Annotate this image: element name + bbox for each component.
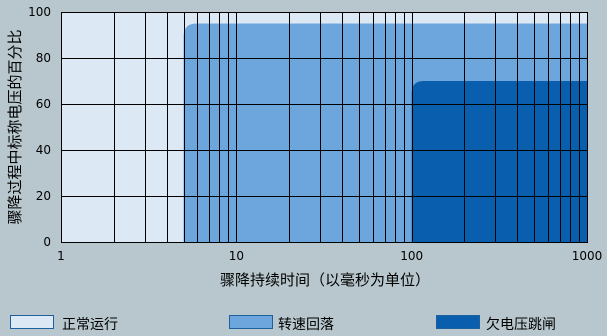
y-tick-label: 60 bbox=[36, 97, 51, 111]
x-tick-labels: 1 10 100 1000 bbox=[57, 249, 602, 263]
y-tick-label: 80 bbox=[36, 51, 51, 65]
y-tick-label: 0 bbox=[43, 235, 51, 249]
x-tick-label: 1 bbox=[57, 249, 65, 263]
x-tick-label: 100 bbox=[400, 249, 423, 263]
legend-swatch-speed-drop bbox=[229, 315, 273, 329]
legend: 正常运行 转速回落 欠电压跳闸 bbox=[0, 313, 607, 335]
y-tick-label: 20 bbox=[36, 189, 51, 203]
region-undervoltage-trip bbox=[411, 81, 587, 242]
region-layer bbox=[61, 12, 587, 242]
legend-label-speed-drop: 转速回落 bbox=[278, 317, 334, 333]
y-tick-labels: 0 20 40 60 80 100 bbox=[28, 5, 51, 249]
x-axis-title: 骤降持续时间（以毫秒为单位） bbox=[220, 271, 430, 289]
x-tick-label: 10 bbox=[229, 249, 244, 263]
legend-label-undervoltage-trip: 欠电压跳闸 bbox=[486, 317, 556, 333]
plot-frame bbox=[61, 12, 588, 243]
y-tick-label: 100 bbox=[28, 5, 51, 19]
x-tick-label: 1000 bbox=[572, 249, 603, 263]
grid-layer bbox=[61, 12, 588, 243]
legend-swatch-undervoltage-trip bbox=[436, 315, 480, 329]
legend-swatch-normal bbox=[10, 315, 54, 329]
y-axis-title: 骤降过程中标称电压的百分比 bbox=[6, 29, 24, 224]
y-tick-label: 40 bbox=[36, 143, 51, 157]
legend-label-normal: 正常运行 bbox=[62, 317, 118, 333]
